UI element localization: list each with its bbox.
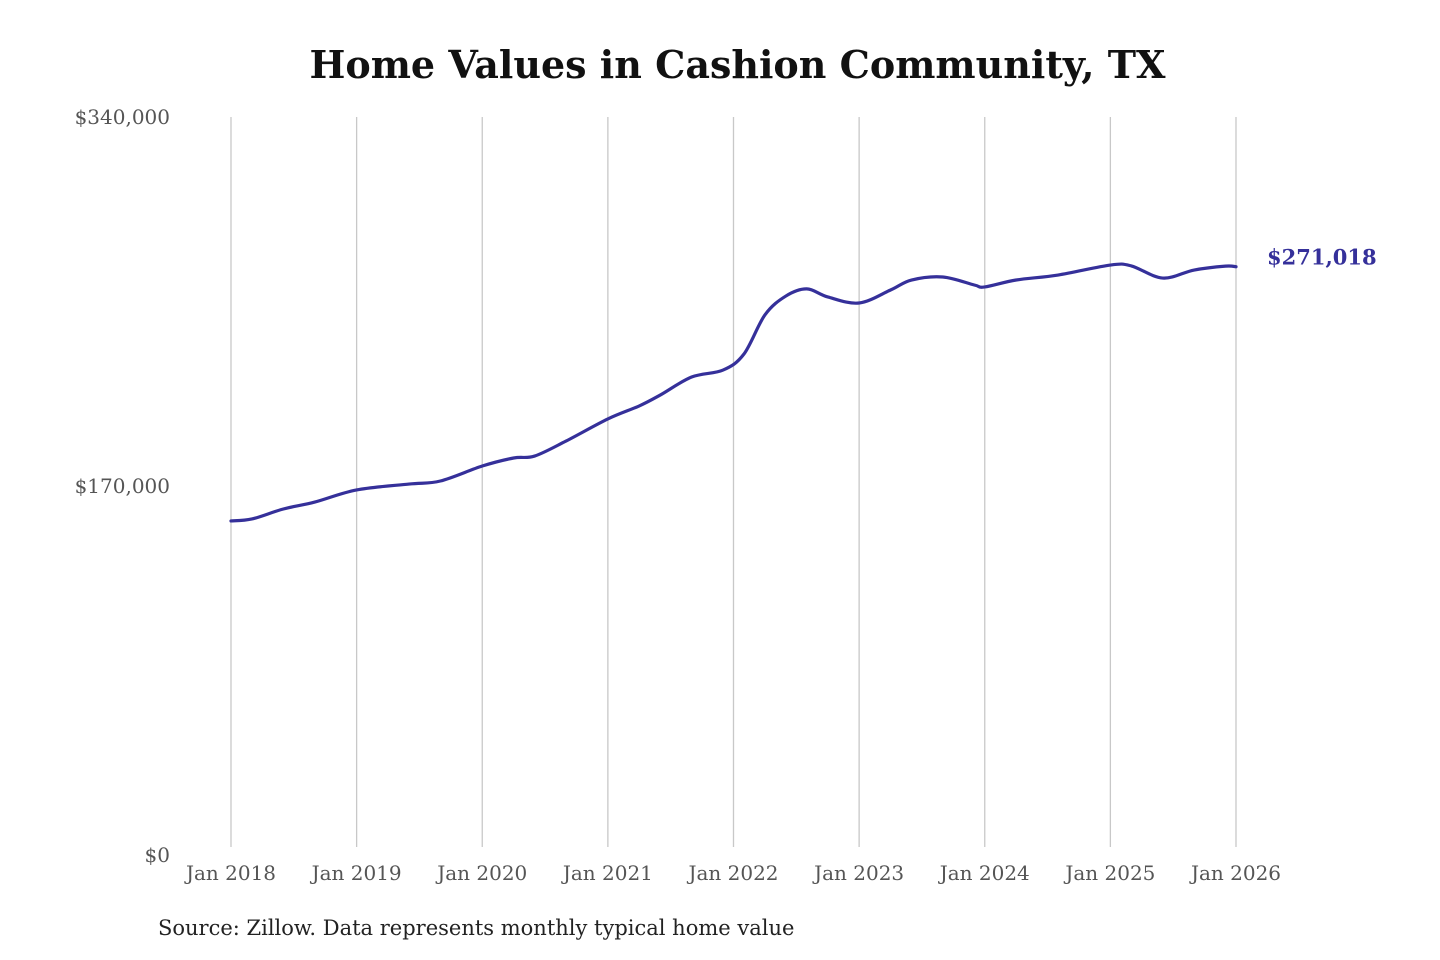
series-line bbox=[229, 262, 1238, 523]
y-tick-label: $340,000 bbox=[75, 105, 170, 129]
x-tick-label: Jan 2024 bbox=[938, 861, 1030, 885]
y-tick-label: $170,000 bbox=[75, 474, 170, 498]
x-tick-label: Jan 2018 bbox=[184, 861, 276, 885]
x-tick-label: Jan 2026 bbox=[1189, 861, 1281, 885]
source-note: Source: Zillow. Data represents monthly … bbox=[158, 916, 795, 940]
y-tick-label: $0 bbox=[145, 843, 170, 867]
x-tick-label: Jan 2021 bbox=[561, 861, 653, 885]
chart-title: Home Values in Cashion Community, TX bbox=[309, 42, 1166, 87]
x-tick-label: Jan 2023 bbox=[812, 861, 904, 885]
x-tick-label: Jan 2025 bbox=[1063, 861, 1155, 885]
x-tick-label: Jan 2020 bbox=[435, 861, 527, 885]
x-tick-label: Jan 2019 bbox=[310, 861, 402, 885]
end-value-label: $271,018 bbox=[1267, 245, 1377, 270]
x-tick-label: Jan 2022 bbox=[686, 861, 778, 885]
